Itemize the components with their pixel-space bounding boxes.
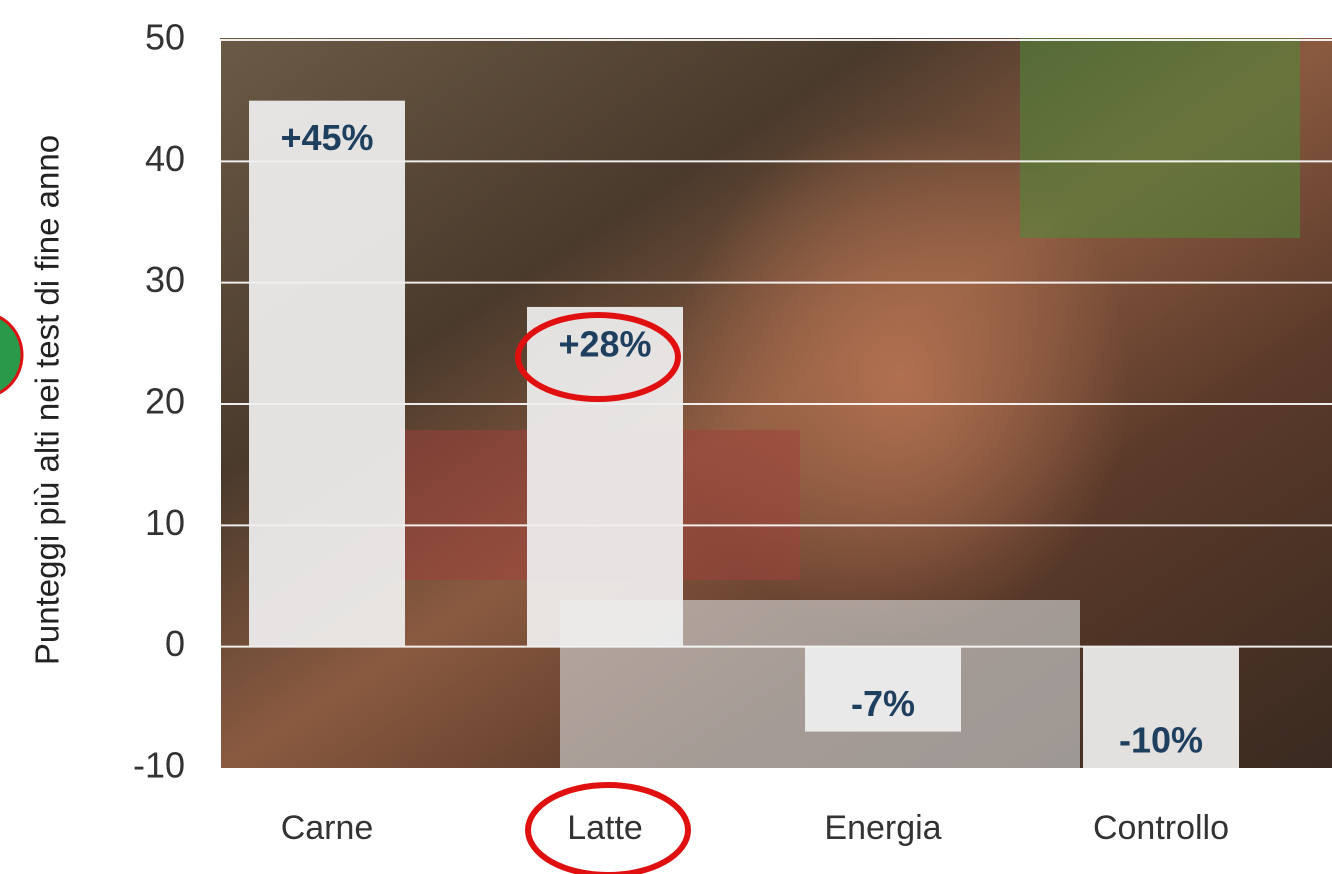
- value-label: +45%: [280, 117, 373, 158]
- y-tick-label: 40: [145, 138, 185, 179]
- x-tick-label: Carne: [281, 809, 374, 847]
- value-label: -10%: [1119, 720, 1203, 761]
- y-tick-label: 0: [165, 623, 185, 664]
- y-tick-label: 10: [145, 502, 185, 543]
- value-label: +28%: [558, 323, 651, 364]
- x-tick-label: Controllo: [1093, 809, 1229, 847]
- y-tick-label: 30: [145, 259, 185, 300]
- x-tick-label: Latte: [567, 809, 643, 847]
- chart: Punteggi più alti nei test di fine anno …: [0, 0, 1332, 874]
- y-tick-label: -10: [133, 745, 185, 786]
- y-tick-label: 50: [145, 17, 185, 58]
- x-tick-label: Energia: [824, 809, 941, 847]
- y-axis-title: Punteggi più alti nei test di fine anno: [29, 135, 66, 665]
- annotation-mark: [0, 313, 22, 397]
- y-tick-label: 20: [145, 381, 185, 422]
- value-label: -7%: [851, 683, 915, 724]
- photo-detail: [1020, 38, 1300, 238]
- bar: [249, 101, 405, 647]
